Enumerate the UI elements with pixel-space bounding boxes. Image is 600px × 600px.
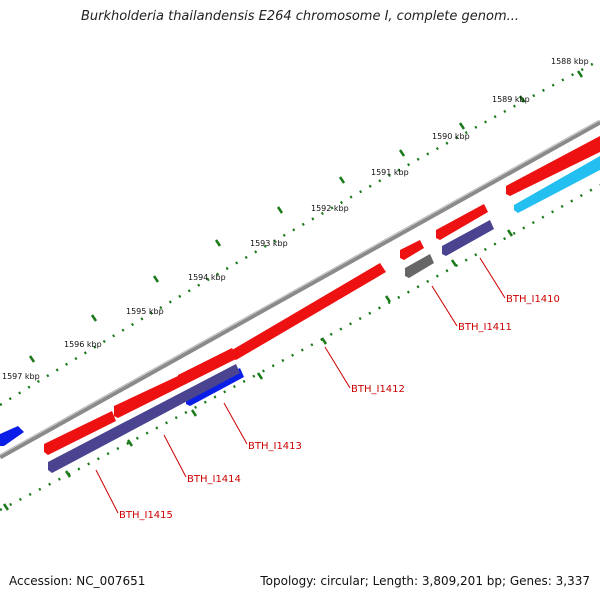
gene-label-bth-i1414: BTH_I1414 bbox=[187, 474, 241, 485]
kbp-label-1595: 1595 kbp bbox=[126, 307, 164, 316]
feature-cyan-reverse[interactable] bbox=[514, 156, 600, 213]
genome-summary-text: Topology: circular; Length: 3,809,201 bp… bbox=[260, 574, 590, 588]
kbp-label-1590: 1590 kbp bbox=[432, 132, 470, 141]
feature-bth-i1411-reverse[interactable] bbox=[405, 254, 434, 278]
kbp-label-1596: 1596 kbp bbox=[64, 340, 102, 349]
feature-bth-i1412-forward[interactable] bbox=[232, 263, 386, 360]
feature-bth-i1413-forward[interactable] bbox=[114, 376, 182, 418]
gene-leader-lines bbox=[95, 257, 506, 514]
gene-label-bth-i1410: BTH_I1410 bbox=[506, 294, 560, 305]
reverse-strand-features bbox=[0, 156, 600, 473]
kbp-labels: 1588 kbp 1589 kbp 1590 kbp 1591 kbp 1592… bbox=[2, 57, 589, 381]
kbp-label-1597: 1597 kbp bbox=[2, 372, 40, 381]
forward-strand-features bbox=[44, 136, 600, 455]
gene-label-bth-i1415: BTH_I1415 bbox=[119, 510, 173, 521]
feature-bth-i1411-forward[interactable] bbox=[400, 240, 424, 260]
backbone-track bbox=[0, 119, 600, 460]
map-title: Burkholderia thailandensis E264 chromoso… bbox=[80, 9, 520, 24]
kbp-label-1594: 1594 kbp bbox=[188, 273, 226, 282]
inner-major-ticks bbox=[2, 229, 514, 511]
feature-bth-i1414-reverse[interactable] bbox=[48, 364, 240, 473]
kbp-label-1589: 1589 kbp bbox=[492, 95, 530, 104]
gene-labels: BTH_I1410 BTH_I1411 BTH_I1412 BTH_I1413 … bbox=[119, 294, 560, 521]
kbp-label-1588: 1588 kbp bbox=[551, 57, 589, 66]
feature-bth-i1410-reverse[interactable] bbox=[442, 220, 494, 256]
kbp-label-1591: 1591 kbp bbox=[371, 168, 409, 177]
feature-bth-i1412b-forward[interactable] bbox=[178, 348, 238, 386]
backbone-highlight bbox=[0, 119, 600, 456]
outer-major-ticks bbox=[28, 70, 584, 363]
accession-text: Accession: NC_007651 bbox=[9, 574, 146, 588]
gene-label-bth-i1412: BTH_I1412 bbox=[351, 384, 405, 395]
kbp-label-1592: 1592 kbp bbox=[311, 204, 349, 213]
outer-ruler-track bbox=[0, 58, 600, 407]
feature-left-blue-reverse[interactable] bbox=[0, 426, 24, 446]
gene-label-bth-i1411: BTH_I1411 bbox=[458, 322, 512, 333]
inner-ruler-track bbox=[0, 183, 600, 512]
feature-bth-i1410-forward[interactable] bbox=[506, 136, 600, 196]
kbp-label-1593: 1593 kbp bbox=[250, 239, 288, 248]
feature-bth-i1415-forward[interactable] bbox=[44, 411, 116, 455]
feature-bth-i1410b-forward[interactable] bbox=[436, 204, 488, 240]
gene-label-bth-i1413: BTH_I1413 bbox=[248, 441, 302, 452]
